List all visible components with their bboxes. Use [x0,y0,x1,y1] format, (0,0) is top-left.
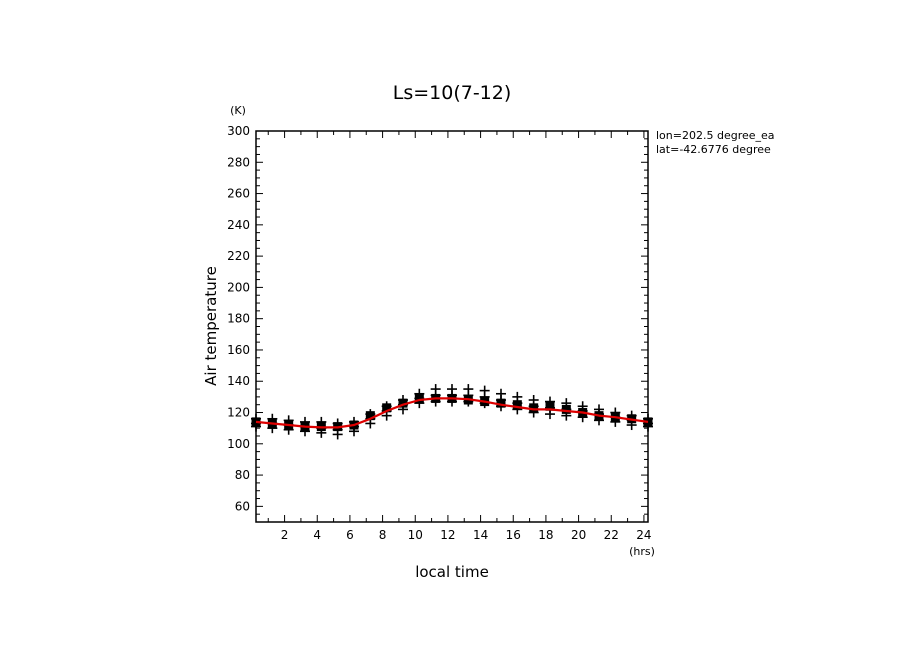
y-tick-label: 240 [227,218,250,232]
y-tick-label: 220 [227,249,250,263]
annotation-longitude: lon=202.5 degree_ea [656,129,775,142]
y-tick-label: 260 [227,187,250,201]
plot-area [251,384,653,440]
x-tick-label: 20 [571,528,586,542]
y-tick-label: 60 [235,499,250,513]
y-tick-label: 200 [227,280,250,294]
tick-labels: 2 4 6 8 10 12 14 16 18 20 22 2460801001201401601802… [227,124,651,542]
square-point [496,398,506,408]
chart-title: Ls=10(7-12) [393,82,512,104]
x-tick-label: 6 [346,528,354,542]
y-tick-label: 300 [227,124,250,138]
plot-frame [255,130,649,523]
y-axis-label: Air temperature [202,266,220,386]
x-tick-label: 12 [440,528,455,542]
y-axis-unit: (K) [230,104,246,117]
x-tick-label: 14 [473,528,488,542]
x-tick-label: 18 [538,528,553,542]
annotation-latitude: lat=-42.6776 degree [656,143,771,156]
y-tick-label: 100 [227,437,250,451]
x-axis-unit: (hrs) [629,545,655,558]
square-point [512,400,522,410]
y-tick-label: 180 [227,312,250,326]
x-tick-label: 22 [604,528,619,542]
square-point [365,411,375,421]
y-tick-label: 80 [235,468,250,482]
square-point [398,398,408,408]
square-point [382,403,392,413]
square-point [643,417,653,427]
y-tick-label: 120 [227,406,250,420]
x-tick-label: 4 [313,528,321,542]
square-point [414,393,424,403]
x-axis-label: local time [415,563,489,581]
mean-line [255,397,649,429]
square-point [529,403,539,413]
square-point [561,404,571,414]
x-tick-label: 2 [281,528,289,542]
x-tick-label: 8 [379,528,387,542]
x-tick-label: 10 [408,528,423,542]
x-tick-label: 24 [636,528,651,542]
y-tick-label: 140 [227,374,250,388]
y-tick-label: 160 [227,343,250,357]
x-tick-label: 16 [506,528,521,542]
axes [255,130,649,523]
y-tick-label: 280 [227,155,250,169]
square-point [545,401,555,411]
